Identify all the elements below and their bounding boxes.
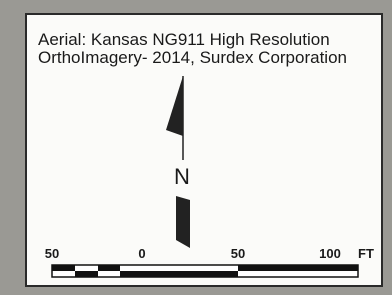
map-legend: Aerial: Kansas NG911 High Resolution Ort… bbox=[0, 0, 392, 295]
caption-line: OrthoImagery- 2014, Surdex Corporation bbox=[38, 48, 347, 67]
scale-label: 100 bbox=[319, 246, 341, 261]
caption-line: Aerial: Kansas NG911 High Resolution bbox=[38, 30, 330, 49]
scale-unit: FT bbox=[358, 246, 374, 261]
scale-label: 0 bbox=[138, 246, 145, 261]
arrow-tail bbox=[176, 196, 190, 248]
page: {"caption": {"lines": ["Aerial: Kansas N… bbox=[0, 0, 392, 295]
scale-segment bbox=[238, 265, 358, 271]
scale-segment bbox=[52, 265, 75, 271]
scale-label: 50 bbox=[45, 246, 59, 261]
scale-segment bbox=[142, 271, 238, 277]
scale-segment bbox=[98, 265, 120, 271]
north-label: N bbox=[174, 164, 190, 189]
scale-segment bbox=[75, 271, 98, 277]
scale-label: 50 bbox=[231, 246, 245, 261]
scale-segment bbox=[120, 271, 142, 277]
